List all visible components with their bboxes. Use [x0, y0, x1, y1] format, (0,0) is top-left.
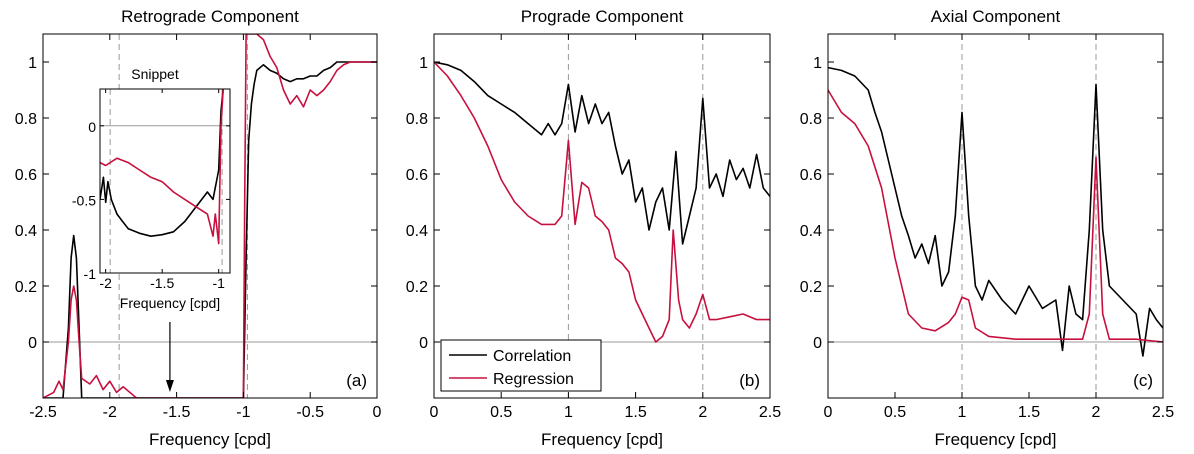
plot-frame: [433, 33, 771, 399]
panel-label: (a): [346, 371, 367, 390]
y-tick-label: 0: [813, 335, 822, 352]
series-line-regression: [43, 34, 377, 398]
y-tick-label: 0: [88, 119, 96, 135]
plot-frame: [827, 33, 1164, 399]
arrow-head: [165, 380, 174, 392]
legend-label: Correlation: [493, 348, 571, 365]
x-tick-label: -1: [212, 275, 225, 291]
x-tick-label: -2: [103, 404, 117, 421]
y-tick-label: 0.8: [800, 111, 822, 128]
series-group: [100, 89, 224, 245]
chart-title: Axial Component: [931, 7, 1061, 26]
y-tick-label: 1: [28, 55, 37, 72]
y-tick-label: 0.8: [406, 111, 428, 128]
panel-retrograde: -2.5 -2 -1.5 -1 -0.5 0 0 0.2 0.4 0.6 0.8 1 Retrograd…: [15, 7, 382, 449]
panel-prograde: 0 0.5 1 1.5 2 2.5 0 0.2 0.4 0.6 0.8 1 Prograde Compo…: [406, 7, 781, 449]
x-axis-label: Frequency [cpd]: [935, 430, 1057, 449]
series-line-regression: [100, 89, 224, 245]
y-tick-label: -0.5: [72, 192, 96, 208]
chart-title: Retrograde Component: [121, 7, 299, 26]
y-tick-label: -1: [84, 266, 97, 282]
chart-title: Prograde Component: [521, 7, 684, 26]
y-tick-label: 0: [28, 335, 37, 352]
panel-axial: 0 0.5 1 1.5 2 2.5 0 0.2 0.4 0.6 0.8 1 Axial Componen…: [800, 7, 1174, 449]
series-group: [828, 66, 1163, 357]
y-tick-label: 0.4: [406, 223, 428, 240]
inset-frame: [99, 88, 231, 274]
x-tick-label: 1.5: [1018, 404, 1040, 421]
legend-box: [440, 339, 602, 392]
x-tick-label: -2.5: [29, 404, 57, 421]
x-tick-label: 0.5: [490, 404, 512, 421]
y-tick-label: 0.2: [15, 279, 37, 296]
y-tick-label: 1: [813, 55, 822, 72]
y-tick-label: 0: [419, 335, 428, 352]
inset-x-axis-label: Frequency [cpd]: [120, 295, 220, 311]
series-line-regression: [434, 61, 770, 343]
x-tick-label: 2.5: [759, 404, 781, 421]
plot-background: [828, 34, 1163, 398]
panel-label: (c): [1133, 371, 1153, 390]
x-tick-label: -1.5: [163, 404, 191, 421]
series-line-regression: [828, 89, 1163, 343]
y-tick-label: 1: [419, 55, 428, 72]
y-tick-label: 0.6: [406, 167, 428, 184]
inset-plot: -2 -1.5 -1 -1 -0.5 0 Snippet Frequency [cpd]: [72, 66, 231, 311]
x-tick-label: -1.5: [150, 275, 174, 291]
x-tick-label: 2.5: [1152, 404, 1174, 421]
plot-background: [434, 34, 770, 398]
x-tick-label: 2: [1092, 404, 1101, 421]
panel-label: (b): [739, 371, 760, 390]
y-tick-label: 0.2: [406, 279, 428, 296]
series-line-correlation: [828, 66, 1163, 357]
x-tick-label: 2: [698, 404, 707, 421]
y-tick-label: 0.6: [15, 167, 37, 184]
x-tick-label: 1: [564, 404, 573, 421]
series-line-correlation: [43, 61, 377, 398]
x-tick-label: 1: [958, 404, 967, 421]
x-tick-label: 0: [430, 404, 439, 421]
inset-title: Snippet: [131, 66, 179, 82]
x-tick-label: 0: [373, 404, 382, 421]
y-tick-label: 0.4: [800, 223, 822, 240]
x-tick-label: 1.5: [624, 404, 646, 421]
series-line-correlation: [434, 61, 770, 245]
y-tick-label: 0.2: [800, 279, 822, 296]
legend-label: Regression: [493, 371, 574, 388]
series-line-correlation: [100, 89, 224, 237]
x-tick-label: -0.5: [296, 404, 324, 421]
legend: Correlation Regression: [440, 339, 602, 392]
y-tick-label: 0.6: [800, 167, 822, 184]
x-axis-label: Frequency [cpd]: [541, 430, 663, 449]
x-tick-label: -1: [236, 404, 250, 421]
y-tick-label: 0.8: [15, 111, 37, 128]
x-tick-label: 0: [824, 404, 833, 421]
x-tick-label: 0.5: [884, 404, 906, 421]
series-group: [43, 34, 377, 398]
x-tick-label: -2: [99, 275, 112, 291]
x-axis-label: Frequency [cpd]: [149, 430, 271, 449]
plot-frame: [42, 33, 378, 399]
series-group: [434, 61, 770, 343]
y-tick-label: 0.4: [15, 223, 37, 240]
inset-background: [100, 89, 230, 273]
